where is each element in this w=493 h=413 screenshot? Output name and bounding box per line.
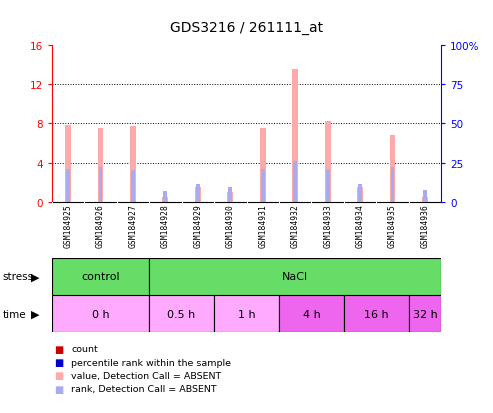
Text: 16 h: 16 h <box>364 309 388 319</box>
Bar <box>389 135 395 202</box>
Bar <box>422 197 428 202</box>
Bar <box>260 129 266 202</box>
Text: GSM184926: GSM184926 <box>96 204 105 248</box>
Bar <box>99 168 103 202</box>
Text: GSM184925: GSM184925 <box>64 204 72 248</box>
Text: count: count <box>71 344 98 354</box>
Bar <box>325 122 331 202</box>
Bar <box>292 70 298 202</box>
Bar <box>279 295 344 332</box>
Text: ▶: ▶ <box>31 309 39 319</box>
Bar <box>98 129 104 202</box>
Text: GDS3216 / 261111_at: GDS3216 / 261111_at <box>170 21 323 35</box>
Bar <box>344 295 409 332</box>
Bar <box>149 295 214 332</box>
Text: time: time <box>2 309 26 319</box>
Bar <box>326 171 330 202</box>
Text: ■: ■ <box>54 370 64 380</box>
Text: GSM184935: GSM184935 <box>388 204 397 248</box>
Bar <box>293 161 297 202</box>
Bar <box>149 258 441 295</box>
Bar <box>228 188 232 202</box>
Bar <box>195 188 201 202</box>
Text: GSM184927: GSM184927 <box>128 204 138 248</box>
Text: control: control <box>81 272 120 282</box>
Text: NaCl: NaCl <box>282 272 308 282</box>
Bar <box>390 168 394 202</box>
Bar <box>130 127 136 202</box>
Text: GSM184929: GSM184929 <box>193 204 202 248</box>
Text: ■: ■ <box>54 357 64 367</box>
Bar <box>358 185 362 202</box>
Bar <box>196 185 200 202</box>
Text: rank, Detection Call = ABSENT: rank, Detection Call = ABSENT <box>71 384 217 393</box>
Text: 0.5 h: 0.5 h <box>168 309 196 319</box>
Text: GSM184931: GSM184931 <box>258 204 267 248</box>
Bar <box>357 188 363 202</box>
Text: GSM184930: GSM184930 <box>226 204 235 248</box>
Bar <box>423 190 427 202</box>
Text: GSM184928: GSM184928 <box>161 204 170 248</box>
Text: 1 h: 1 h <box>238 309 255 319</box>
Text: 4 h: 4 h <box>303 309 320 319</box>
Text: GSM184932: GSM184932 <box>291 204 300 248</box>
Text: GSM184936: GSM184936 <box>421 204 429 248</box>
Bar <box>52 295 149 332</box>
Bar <box>66 170 70 202</box>
Bar <box>162 197 168 202</box>
Bar <box>409 295 441 332</box>
Bar <box>227 192 233 202</box>
Text: ▶: ▶ <box>31 272 39 282</box>
Text: stress: stress <box>2 272 34 282</box>
Text: value, Detection Call = ABSENT: value, Detection Call = ABSENT <box>71 371 222 380</box>
Bar <box>261 170 265 202</box>
Bar <box>65 126 71 202</box>
Bar <box>131 171 135 202</box>
Text: 32 h: 32 h <box>413 309 437 319</box>
Text: 0 h: 0 h <box>92 309 109 319</box>
Text: GSM184934: GSM184934 <box>355 204 365 248</box>
Text: ■: ■ <box>54 344 64 354</box>
Bar <box>52 258 149 295</box>
Bar <box>214 295 279 332</box>
Text: percentile rank within the sample: percentile rank within the sample <box>71 358 232 367</box>
Text: ■: ■ <box>54 384 64 394</box>
Bar <box>163 192 167 202</box>
Text: GSM184933: GSM184933 <box>323 204 332 248</box>
